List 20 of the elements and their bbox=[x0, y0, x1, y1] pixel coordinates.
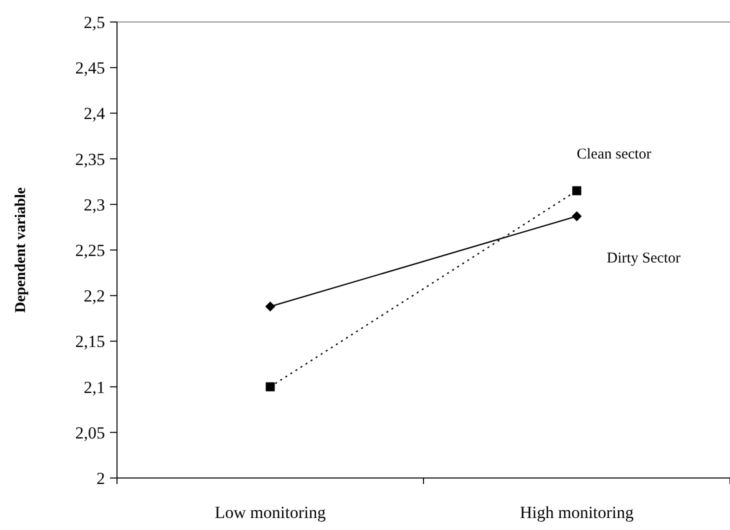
y-tick-label: 2 bbox=[96, 468, 105, 488]
text: Dirty Sector bbox=[606, 250, 680, 266]
x-tick-label: Low monitoring bbox=[214, 503, 326, 522]
series-label: Clean sector bbox=[576, 146, 652, 163]
point bbox=[572, 211, 582, 222]
y-tick-label: 2,45 bbox=[75, 58, 105, 78]
y-tick-label: 2,5 bbox=[84, 12, 105, 32]
y-tick-label: 2,3 bbox=[84, 195, 105, 214]
y-axis-title: Dependent variable bbox=[13, 186, 29, 313]
y-tick-label: 2,25 bbox=[75, 240, 105, 260]
y-tick-label: 2,35 bbox=[75, 150, 105, 169]
point bbox=[266, 382, 275, 392]
y-tick-label: 2,15 bbox=[75, 332, 105, 352]
y-tick-label: 2,4 bbox=[84, 104, 106, 124]
y-tick-label: 2,1 bbox=[84, 378, 105, 397]
y-tick-label: 2,05 bbox=[75, 423, 105, 442]
x-tick-label: High monitoring bbox=[520, 503, 634, 522]
point bbox=[265, 302, 276, 312]
y-tick-label: 2,2 bbox=[84, 286, 105, 306]
point bbox=[572, 186, 582, 196]
